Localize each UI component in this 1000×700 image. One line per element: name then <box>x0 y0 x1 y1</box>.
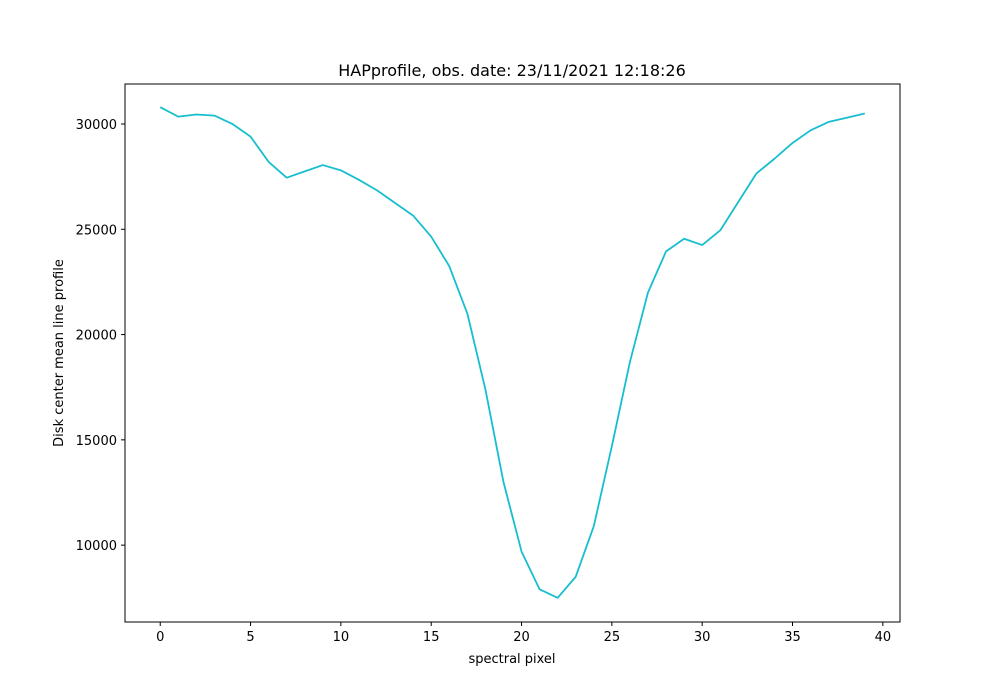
x-tick-label: 0 <box>156 630 164 645</box>
x-tick-label: 30 <box>694 630 711 645</box>
x-tick-label: 15 <box>423 630 440 645</box>
x-tick-label: 5 <box>246 630 254 645</box>
y-tick-label: 25000 <box>76 223 117 238</box>
y-axis: 10000 15000 20000 25000 30000 <box>76 118 125 554</box>
y-tick-label: 15000 <box>76 434 117 449</box>
chart-title: HAPprofile, obs. date: 23/11/2021 12:18:… <box>338 61 686 80</box>
x-axis-label: spectral pixel <box>468 652 555 667</box>
x-axis: 0 5 10 15 20 25 30 35 40 <box>156 622 891 645</box>
series-line <box>159 106 865 599</box>
y-tick-label: 10000 <box>76 539 117 554</box>
x-tick-label: 40 <box>875 630 892 645</box>
y-tick-label: 30000 <box>76 118 117 133</box>
x-tick-label: 20 <box>513 630 530 645</box>
y-axis-label: Disk center mean line profile <box>52 259 67 447</box>
x-tick-label: 35 <box>784 630 801 645</box>
plot-frame <box>124 83 901 623</box>
y-tick-label: 20000 <box>76 329 117 344</box>
x-tick-label: 10 <box>333 630 350 645</box>
x-tick-label: 25 <box>604 630 621 645</box>
